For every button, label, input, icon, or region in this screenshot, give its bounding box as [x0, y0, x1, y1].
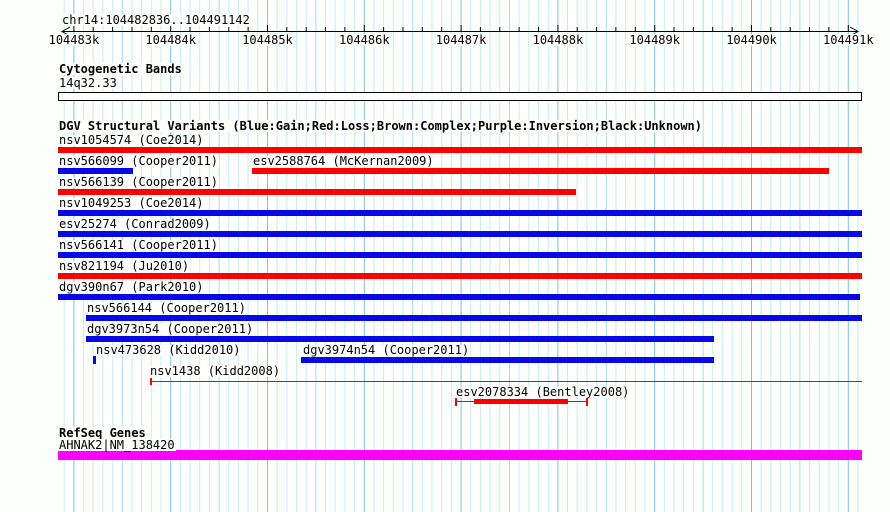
variant-glyph-esv2588764[interactable]: [252, 168, 829, 174]
variant-glyph-nsv566099[interactable]: [58, 168, 133, 174]
variant-glyph-nsv566141[interactable]: [58, 252, 862, 258]
ruler-tick-label: 104490k: [725, 33, 778, 47]
variant-label-nsv473628: nsv473628 (Kidd2010): [95, 343, 242, 357]
gene-name-label: AHNAK2|NM_138420: [58, 438, 176, 452]
variant-glyph-dgv3974n54[interactable]: [301, 357, 714, 363]
variant-glyph-esv2078334-end-tick[interactable]: [586, 398, 588, 406]
variant-glyph-dgv3973n54[interactable]: [86, 336, 714, 342]
ruler-tick-label: 104483k: [47, 33, 101, 47]
variant-label-nsv1049253: nsv1049253 (Coe2014): [58, 196, 205, 210]
ruler-tick-label: 104484k: [144, 33, 197, 47]
variant-glyph-esv2078334-start-tick[interactable]: [455, 398, 457, 406]
cytoband-glyph: [58, 92, 862, 101]
variant-label-esv2588764: esv2588764 (McKernan2009): [252, 154, 435, 168]
region-coordinates-label: chr14:104482836..104491142: [62, 13, 250, 27]
dgv-variants-track-title: DGV Structural Variants (Blue:Gain;Red:L…: [58, 119, 703, 133]
variant-label-nsv1054574: nsv1054574 (Coe2014): [58, 133, 205, 147]
variant-label-nsv566141: nsv566141 (Cooper2011): [58, 238, 219, 252]
variant-label-nsv821194: nsv821194 (Ju2010): [58, 259, 191, 273]
variant-glyph-dgv390n67[interactable]: [58, 294, 860, 300]
refseq-genes-track-title: RefSeq Genes: [58, 426, 147, 440]
ruler-tick-label: 104491k: [822, 33, 875, 47]
variant-glyph-esv2078334-thick[interactable]: [474, 399, 568, 404]
variant-label-nsv566144: nsv566144 (Cooper2011): [86, 301, 247, 315]
variant-glyph-nsv1049253[interactable]: [58, 210, 862, 216]
ruler-tick-label: 104485k: [241, 33, 294, 47]
coordinate-ruler: [0, 0, 890, 63]
variant-glyph-nsv1054574[interactable]: [58, 147, 862, 153]
variant-label-dgv3974n54: dgv3974n54 (Cooper2011): [302, 343, 471, 357]
variant-glyph-nsv566144[interactable]: [86, 315, 862, 321]
variant-glyph-esv25274[interactable]: [58, 231, 862, 237]
gene-glyph-ahnak2[interactable]: [58, 450, 862, 460]
variant-label-esv25274: esv25274 (Conrad2009): [58, 217, 212, 231]
variant-label-dgv3973n54: dgv3973n54 (Cooper2011): [86, 322, 255, 336]
variant-label-nsv566139: nsv566139 (Cooper2011): [58, 175, 219, 189]
ruler-tick-label: 104486k: [338, 33, 391, 47]
variant-glyph-nsv821194[interactable]: [58, 273, 862, 279]
variant-label-dgv390n67: dgv390n67 (Park2010): [58, 280, 205, 294]
variant-glyph-nsv566139[interactable]: [58, 189, 576, 195]
variant-label-esv2078334: esv2078334 (Bentley2008): [455, 385, 631, 399]
variant-label-nsv566099: nsv566099 (Cooper2011): [58, 154, 219, 168]
ruler-tick-label: 104489k: [628, 33, 681, 47]
cytoband-name-label: 14q32.33: [58, 76, 118, 90]
cytogenetic-bands-track-title: Cytogenetic Bands: [58, 62, 183, 76]
ruler-tick-label: 104487k: [434, 33, 488, 47]
variant-glyph-nsv1438-line[interactable]: [150, 381, 862, 382]
variant-label-nsv1438: nsv1438 (Kidd2008): [149, 364, 282, 378]
variant-glyph-nsv473628[interactable]: [93, 356, 96, 364]
ruler-tick-label: 104488k: [531, 33, 585, 47]
